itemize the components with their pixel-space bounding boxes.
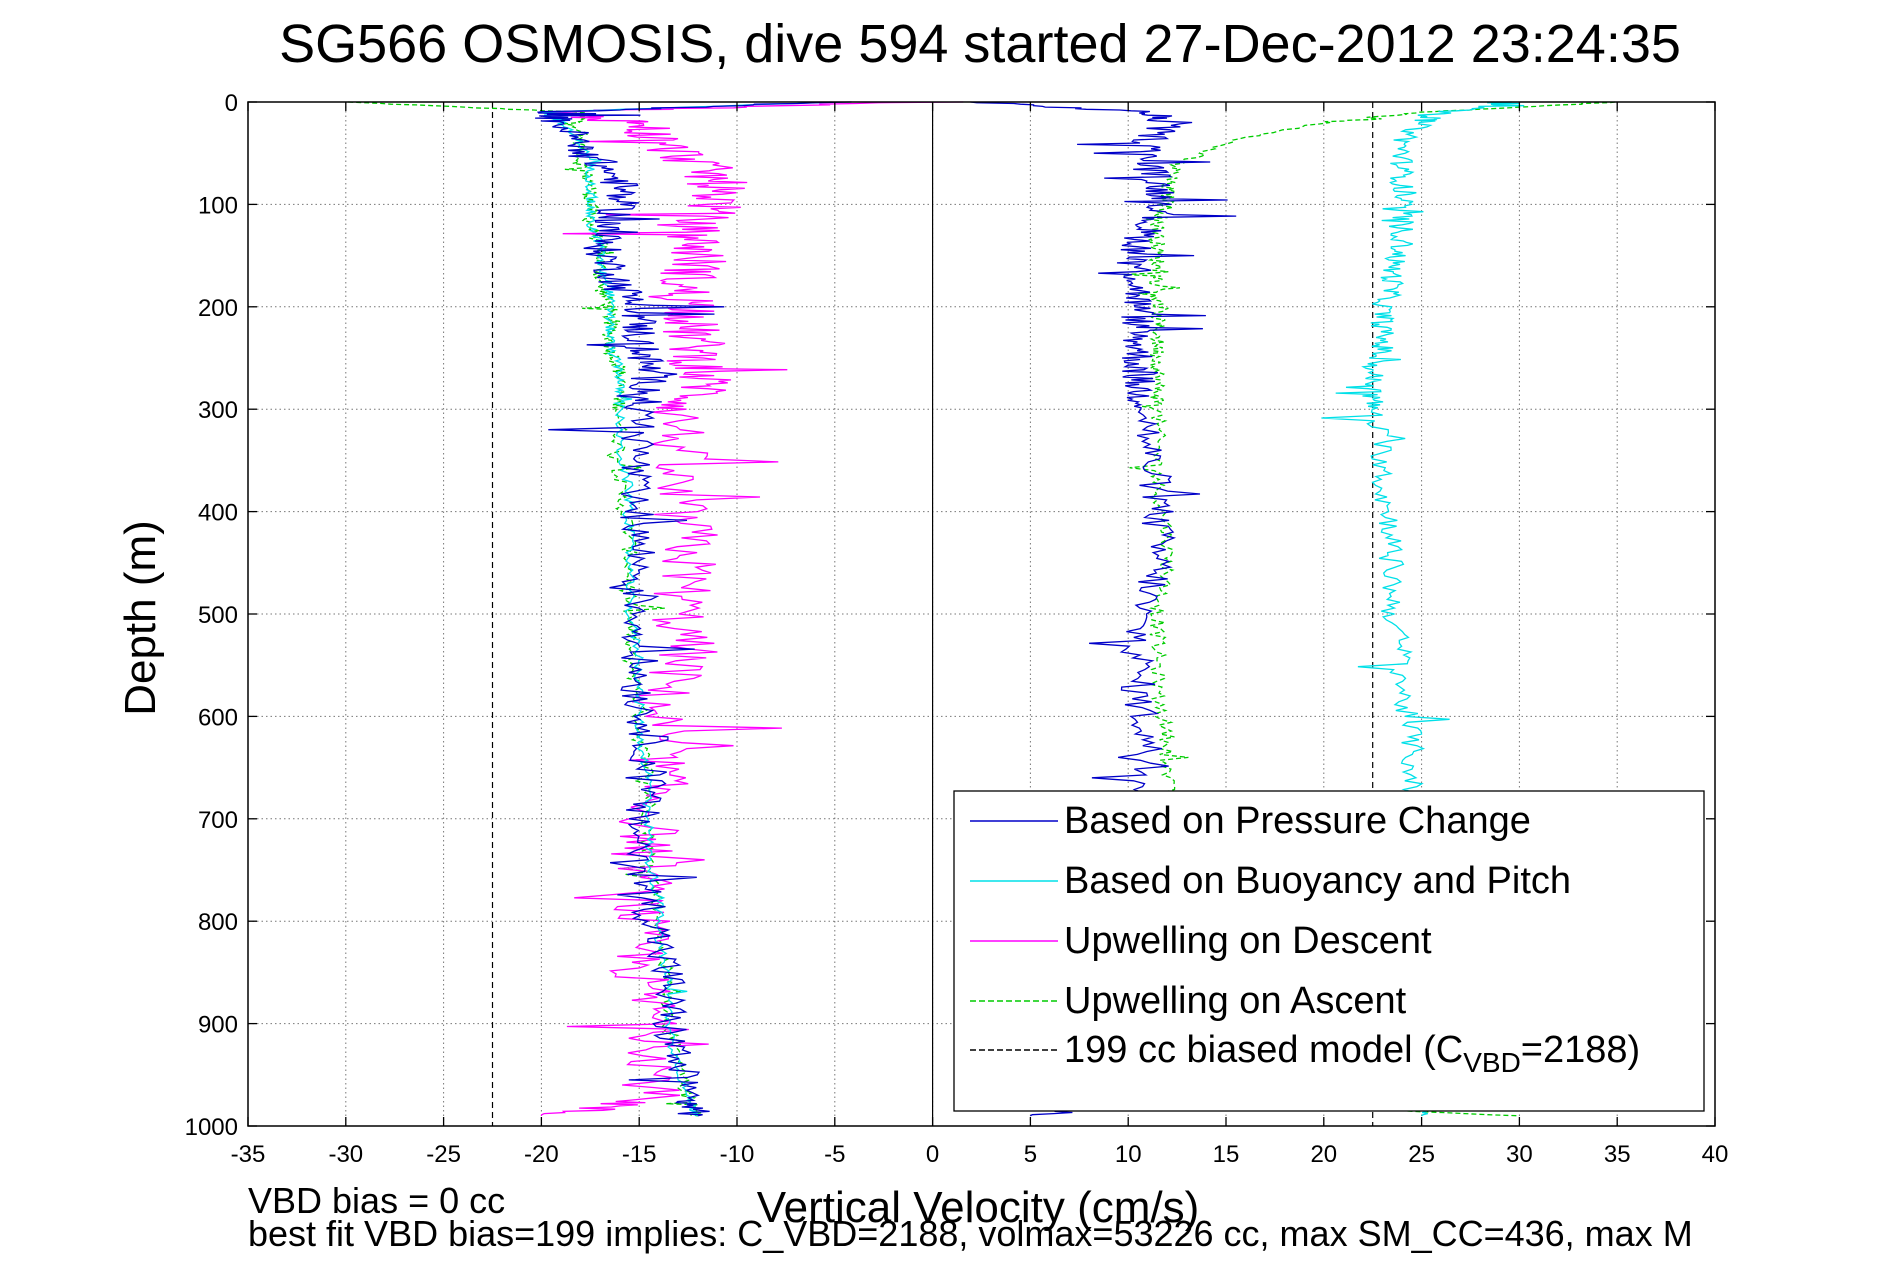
x-tick-label: 15 [1213,1141,1240,1168]
x-tick-label: -25 [426,1141,461,1168]
x-tick-label: 20 [1310,1141,1337,1168]
x-tick-label: 5 [1024,1141,1037,1168]
y-tick-label: 600 [198,704,238,731]
chart-title: SG566 OSMOSIS, dive 594 started 27-Dec-2… [279,14,1681,74]
legend-box [953,790,1705,1112]
y-tick-label: 900 [198,1012,238,1039]
x-tick-label: -30 [328,1141,363,1168]
series-line-upwelling-descent [540,101,964,1116]
x-tick-label: -10 [720,1141,755,1168]
best-fit-annotation: best fit VBD bias=199 implies: C_VBD=218… [248,1213,1693,1254]
legend-label-suffix: =2188) [1521,1029,1640,1071]
y-tick-label: 800 [198,909,238,936]
y-tick-label: 100 [198,192,238,219]
series-line-1-descent [538,101,832,1117]
x-tick-label: -20 [524,1141,559,1168]
legend-label: 199 cc biased model (CVBD=2188) [1064,1029,1640,1078]
legend: Based on Pressure Change Based on Buoyanc… [953,790,1705,1112]
y-tick-label: 300 [198,397,238,424]
x-tick-label: -15 [622,1141,657,1168]
series-line-3-descent [348,101,703,1117]
y-tick-label: 700 [198,807,238,834]
x-tick-label: -5 [824,1141,845,1168]
legend-label: Upwelling on Descent [1064,920,1432,962]
y-tick-label: 400 [198,500,238,527]
x-tick-label: 35 [1604,1141,1631,1168]
legend-label: Upwelling on Ascent [1064,980,1407,1022]
y-axis-ticks: 0 100 200 300 400 500 600 700 800 900 1000 [185,90,1715,1141]
y-tick-label: 0 [225,90,238,117]
y-tick-label: 500 [198,602,238,629]
x-axis-label: Vertical Velocity (cm/s) [757,1183,1200,1232]
vbd-bias-annotation: VBD bias = 0 cc [248,1180,505,1221]
x-tick-label: -35 [231,1141,266,1168]
legend-label: Based on Buoyancy and Pitch [1064,860,1571,902]
y-tick-label: 200 [198,295,238,322]
x-tick-label: 10 [1115,1141,1142,1168]
series-line-0-descent [535,101,852,1117]
y-tick-label: 1000 [185,1114,238,1141]
x-tick-label: 40 [1702,1141,1729,1168]
legend-label: Based on Pressure Change [1064,800,1531,842]
x-tick-label: 25 [1408,1141,1435,1168]
x-axis-ticks: -35 -30 -25 -20 -15 -10 -5 0 5 10 15 20 25 30 35 40 [231,102,1729,1168]
y-axis-label: Depth (m) [116,520,165,716]
legend-label-subscript: VBD [1463,1047,1521,1078]
x-tick-label: 30 [1506,1141,1533,1168]
x-tick-label: 0 [926,1141,939,1168]
